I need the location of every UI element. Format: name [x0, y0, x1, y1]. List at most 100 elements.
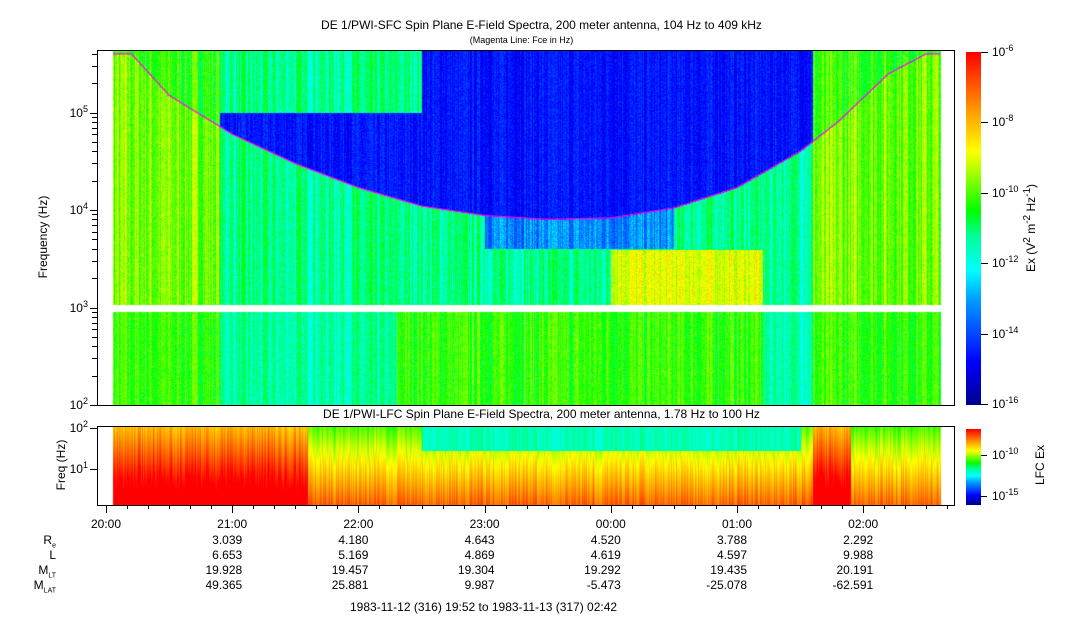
ephemeris-value: 6.653 [212, 548, 243, 562]
y-tick-label: 102 [69, 396, 88, 412]
y-minor-tick [92, 316, 97, 318]
y-tick [90, 405, 97, 406]
sfc-title: DE 1/PWI-SFC Spin Plane E-Field Spectra,… [321, 18, 762, 32]
y-minor-tick [92, 231, 97, 233]
ephemeris-value: 3.788 [716, 533, 747, 547]
time-minor-tick [190, 506, 192, 509]
time-minor-tick [589, 506, 591, 509]
time-minor-tick [253, 506, 255, 509]
time-minor-tick [842, 506, 844, 509]
y-tick-label: 101 [69, 460, 88, 476]
time-range: 1983-11-12 (316) 19:52 to 1983-11-13 (31… [350, 600, 618, 614]
time-minor-tick [821, 506, 823, 509]
sfc-ylabel: Frequency (Hz) [36, 195, 50, 279]
time-minor-tick [274, 506, 276, 509]
time-minor-tick [568, 506, 570, 509]
time-tick [737, 506, 738, 513]
y-minor-tick [92, 278, 97, 280]
ephemeris-value: 19.292 [584, 563, 621, 577]
colorbar-tick [981, 52, 988, 53]
time-minor-tick [631, 506, 633, 509]
colorbar-tick-label: 10-8 [992, 113, 1014, 130]
ephemeris-value: 19.457 [331, 563, 369, 577]
y-tick [90, 428, 97, 429]
y-minor-tick [92, 329, 97, 331]
colorbar-tick [981, 122, 988, 124]
time-minor-tick [800, 506, 802, 509]
y-tick [90, 307, 97, 309]
y-minor-tick [92, 225, 97, 227]
ephemeris-label: L [49, 548, 56, 562]
colorbar-tick-label: 10-14 [992, 324, 1019, 341]
y-tick-label: 105 [69, 103, 88, 120]
time-tick-label: 21:00 [217, 517, 248, 531]
y-minor-tick [92, 219, 97, 221]
y-minor-tick [92, 151, 97, 153]
lfc-spectrogram [97, 427, 955, 505]
ephemeris-value: 4.869 [464, 548, 495, 562]
time-minor-tick [694, 506, 696, 509]
y-minor-tick [92, 248, 97, 250]
sfc-subtitle: (Magenta Line: Fce in Hz) [469, 35, 574, 45]
ephemeris-value: 19.928 [205, 563, 243, 577]
time-minor-tick [947, 506, 949, 509]
y-minor-tick [92, 141, 97, 143]
time-minor-tick [526, 506, 528, 509]
ephemeris-label: MLT [38, 563, 56, 580]
time-minor-tick [673, 506, 675, 509]
ephemeris-label: MLAT [33, 578, 56, 595]
time-minor-tick [715, 506, 717, 509]
time-minor-tick [316, 506, 318, 509]
y-minor-tick [92, 116, 97, 118]
lfc-colorbar [966, 429, 981, 505]
time-tick-label: 23:00 [469, 517, 500, 531]
ephemeris-label: Re [43, 533, 56, 550]
ephemeris-value: 19.304 [457, 563, 495, 577]
ephemeris-value: 25.881 [331, 578, 369, 592]
time-minor-tick [337, 506, 339, 509]
y-minor-tick [92, 53, 97, 55]
time-tick [484, 506, 486, 513]
ephemeris-value: 20.191 [836, 563, 874, 577]
time-minor-tick [169, 506, 171, 509]
time-tick [232, 506, 234, 513]
time-minor-tick [758, 506, 760, 509]
y-minor-tick [92, 180, 97, 182]
y-minor-tick [92, 163, 97, 165]
ephemeris-value: 19.435 [710, 563, 747, 577]
ephemeris-value: 49.365 [205, 578, 243, 592]
time-minor-tick [905, 506, 907, 509]
y-tick-label: 104 [69, 201, 88, 217]
ephemeris-value: 4.180 [338, 533, 369, 547]
y-minor-tick [92, 336, 97, 338]
y-minor-tick [92, 121, 97, 123]
y-minor-tick [92, 322, 97, 324]
y-minor-tick [92, 65, 97, 67]
y-tick-label: 102 [69, 419, 88, 435]
time-minor-tick [442, 506, 444, 509]
ephemeris-value: 9.987 [464, 578, 495, 592]
sfc-spectrogram [97, 50, 955, 405]
colorbar-tick-label: 10-10 [992, 446, 1019, 462]
lfc-title: DE 1/PWI-LFC Spin Plane E-Field Spectra,… [323, 407, 760, 421]
ephemeris-value: -25.078 [706, 578, 747, 592]
sfc-colorbar [966, 52, 981, 405]
ephemeris-value: 4.643 [464, 533, 495, 547]
y-minor-tick [92, 134, 97, 136]
y-minor-tick [92, 346, 97, 348]
time-minor-tick [211, 506, 213, 509]
colorbar-tick-label: 10-12 [992, 254, 1019, 271]
sfc-frame [97, 50, 955, 406]
y-minor-tick [92, 375, 97, 377]
time-minor-tick [295, 506, 297, 509]
colorbar-tick-label: 10-16 [992, 395, 1019, 411]
ephemeris-value: 5.169 [338, 548, 369, 562]
time-minor-tick [505, 506, 507, 509]
y-minor-tick [92, 214, 97, 216]
colorbar-tick [981, 455, 987, 456]
time-minor-tick [127, 506, 129, 509]
ephemeris-value: 4.597 [716, 548, 747, 562]
time-minor-tick [547, 506, 549, 509]
colorbar-tick [981, 263, 988, 265]
